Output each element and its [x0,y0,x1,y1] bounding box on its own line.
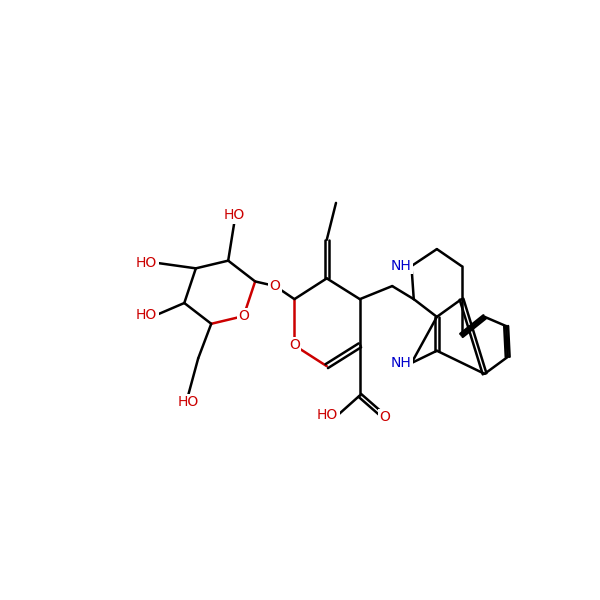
Text: O: O [270,279,281,293]
Text: O: O [289,338,300,352]
Text: HO: HO [224,208,245,222]
Text: O: O [238,309,249,323]
Text: HO: HO [178,395,199,409]
Text: NH: NH [391,356,412,370]
Text: HO: HO [317,407,338,422]
Text: HO: HO [136,256,157,270]
Text: O: O [379,410,390,424]
Text: NH: NH [391,259,412,273]
Text: HO: HO [136,308,157,322]
